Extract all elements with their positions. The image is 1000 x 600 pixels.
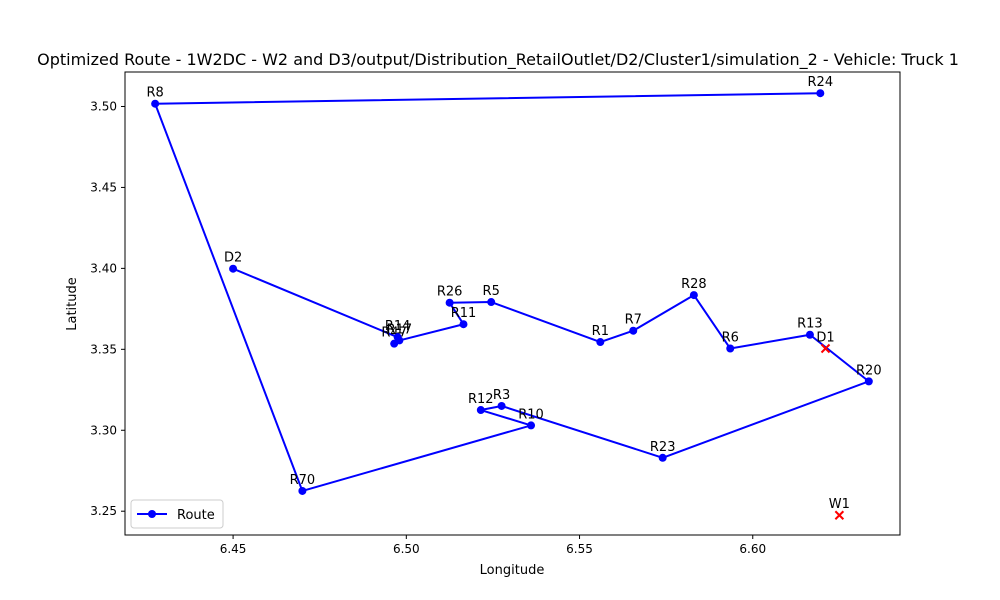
y-tick-label: 3.45 — [90, 180, 117, 194]
route-point-label: R20 — [856, 363, 882, 378]
x-tick-label: 6.50 — [393, 542, 420, 556]
route-point-label: D2 — [224, 251, 242, 266]
route-line — [154, 92, 870, 492]
y-tick-label: 3.35 — [90, 342, 117, 356]
route-point-label: R28 — [681, 277, 707, 292]
route-point — [229, 264, 238, 273]
x-tick-label: 6.45 — [220, 542, 247, 556]
route-point — [816, 89, 825, 98]
route-point — [390, 339, 399, 348]
route-point — [629, 326, 638, 335]
route-point-label: R8 — [146, 86, 163, 101]
location-marker-label: W1 — [829, 497, 850, 512]
route-point — [689, 291, 698, 300]
route-point-label: R1 — [592, 324, 609, 339]
route-point-label: R12 — [468, 392, 494, 407]
route-point-label: R26 — [437, 285, 463, 300]
route-point — [527, 421, 536, 430]
legend-route-label: Route — [177, 508, 215, 523]
route-point — [459, 320, 468, 329]
route-point-label: R3 — [493, 388, 510, 403]
route-point-label: R5 — [483, 284, 500, 299]
location-marker — [834, 510, 845, 520]
legend-route-marker — [148, 510, 156, 518]
route-point-label: R7 — [625, 313, 642, 328]
route-point-label: R17 — [387, 322, 413, 337]
route-point-label: R23 — [650, 440, 676, 455]
route-point-label: R10 — [518, 407, 544, 422]
route-point-label: R70 — [290, 473, 316, 488]
location-marker — [820, 343, 831, 354]
route-point — [805, 330, 814, 339]
route-point — [445, 298, 454, 307]
x-tick-label: 6.55 — [566, 542, 593, 556]
plot-frame — [124, 71, 901, 536]
route-point — [658, 453, 667, 462]
route-point-label: R13 — [797, 317, 823, 332]
y-axis-label: Latitude — [65, 277, 80, 331]
legend-box — [130, 499, 224, 529]
route-point-label: R24 — [808, 75, 834, 90]
legend: Route — [130, 499, 224, 529]
route-point — [393, 333, 402, 342]
route-point — [476, 406, 485, 415]
x-axis-label: Longitude — [480, 563, 545, 578]
route-point — [497, 401, 506, 410]
y-tick-label: 3.30 — [90, 423, 117, 437]
route-point — [487, 298, 496, 307]
route-point-label: R6 — [722, 331, 739, 346]
route-point — [864, 377, 873, 386]
route-point — [596, 338, 605, 347]
chart-title: Optimized Route - 1W2DC - W2 and D3/outp… — [37, 50, 959, 70]
route-point — [298, 486, 307, 495]
route-point-label: R11 — [451, 306, 477, 321]
location-marker-label: D1 — [816, 331, 834, 346]
x-tick-label: 6.60 — [739, 542, 766, 556]
y-tick-label: 3.50 — [90, 99, 117, 113]
plot-area — [125, 72, 900, 535]
route-point — [151, 99, 160, 108]
y-tick-label: 3.40 — [90, 261, 117, 275]
y-tick-label: 3.25 — [90, 504, 117, 518]
route-point — [726, 344, 735, 353]
route-point-label: R14 — [385, 319, 411, 334]
